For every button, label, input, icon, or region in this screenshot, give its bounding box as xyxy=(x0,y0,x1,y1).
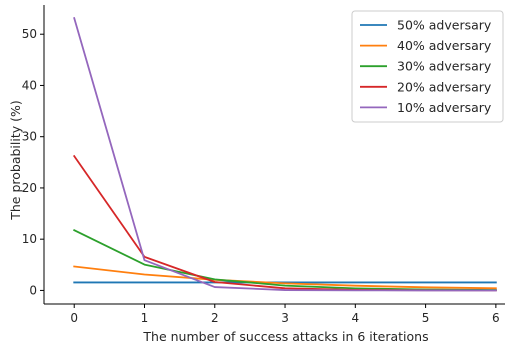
x-tick-label: 5 xyxy=(422,311,430,325)
x-axis-label: The number of success attacks in 6 itera… xyxy=(142,329,428,344)
x-tick-label: 3 xyxy=(281,311,289,325)
legend-label: 30% adversary xyxy=(397,59,492,74)
y-tick-label: 20 xyxy=(22,181,37,195)
x-tick-label: 4 xyxy=(351,311,359,325)
y-tick-label: 10 xyxy=(22,232,37,246)
series-lines xyxy=(72,17,497,292)
legend-label: 40% adversary xyxy=(397,38,492,53)
y-tick-label: 30 xyxy=(22,130,37,144)
legend-box xyxy=(351,10,504,123)
legend-label: 10% adversary xyxy=(397,100,492,115)
series-line-2 xyxy=(73,265,497,290)
axes: 0 1 2 3 4 5 6 0 10 20 30 40 50 xyxy=(22,5,505,325)
y-axis-label: The probability (%) xyxy=(8,100,23,221)
x-tick-label: 0 xyxy=(70,311,78,325)
x-tick-label: 1 xyxy=(141,311,149,325)
legend: 50% adversary 40% adversary 30% adversary 2… xyxy=(351,10,504,123)
legend-label: 20% adversary xyxy=(397,79,492,94)
series-line-5 xyxy=(73,17,497,292)
legend-label: 50% adversary xyxy=(397,18,492,33)
y-tick-label: 0 xyxy=(29,283,37,297)
y-tick-label: 50 xyxy=(22,27,37,41)
x-tick-label: 2 xyxy=(211,311,219,325)
y-tick-label: 40 xyxy=(22,78,37,92)
x-tick-label: 6 xyxy=(492,311,500,325)
